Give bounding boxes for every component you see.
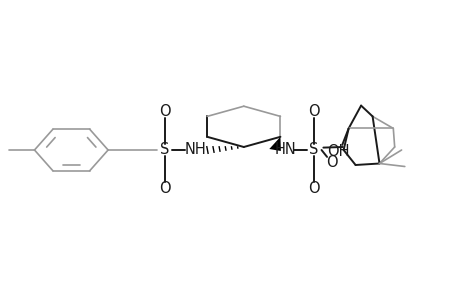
Text: O: O [308,104,319,119]
Text: O: O [308,181,319,196]
Text: O: O [325,155,337,170]
Polygon shape [269,137,280,151]
Text: OH: OH [327,144,349,159]
Text: O: O [158,104,170,119]
Text: HN: HN [274,142,296,158]
Text: O: O [158,181,170,196]
Text: S: S [160,142,169,158]
Text: NH: NH [184,142,206,158]
Text: S: S [309,142,318,158]
